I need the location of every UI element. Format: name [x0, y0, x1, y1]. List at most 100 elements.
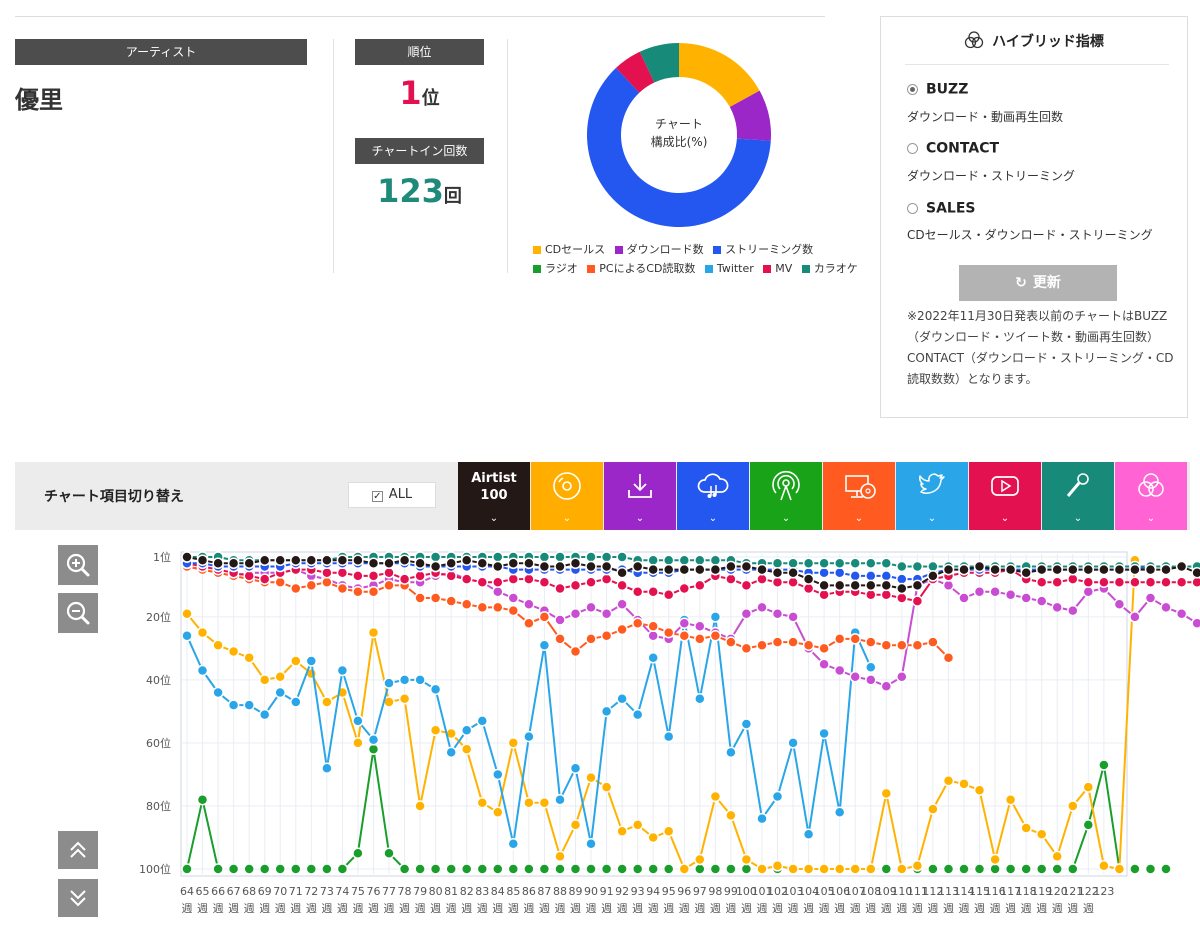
- series-0-point[interactable]: [367, 557, 380, 570]
- series-1-point[interactable]: [896, 592, 908, 604]
- series-0-point[interactable]: [740, 560, 753, 573]
- series-0-point[interactable]: [616, 567, 628, 579]
- series-8-point[interactable]: [212, 863, 224, 875]
- series-6-point[interactable]: [507, 838, 520, 850]
- series-8-point[interactable]: [1004, 863, 1017, 875]
- series-5-point[interactable]: [927, 560, 939, 573]
- series-2-point[interactable]: [383, 579, 395, 592]
- series-1-point[interactable]: [880, 589, 893, 601]
- series-1-point[interactable]: [740, 579, 753, 592]
- series-0-point[interactable]: [181, 551, 193, 563]
- series-2-point[interactable]: [802, 639, 815, 651]
- series-0-point[interactable]: [600, 560, 613, 573]
- series-2-point[interactable]: [492, 601, 504, 614]
- series-1-point[interactable]: [336, 567, 349, 579]
- series-0-point[interactable]: [1175, 560, 1188, 573]
- scroll-down-button[interactable]: [58, 879, 98, 917]
- series-1-point[interactable]: [460, 573, 473, 585]
- series-7-point[interactable]: [429, 724, 442, 737]
- series-1-point[interactable]: [802, 582, 815, 595]
- series-7-point[interactable]: [1020, 822, 1032, 834]
- series-5-point[interactable]: [709, 554, 722, 566]
- series-2-point[interactable]: [865, 636, 877, 648]
- series-7-point[interactable]: [942, 775, 955, 787]
- series-7-point[interactable]: [880, 787, 893, 800]
- series-1-point[interactable]: [662, 589, 675, 601]
- series-7-point[interactable]: [554, 850, 566, 863]
- series-6-point[interactable]: [694, 693, 706, 705]
- series-8-point[interactable]: [492, 863, 504, 875]
- series-2-point[interactable]: [694, 633, 706, 645]
- series-5-point[interactable]: [802, 557, 815, 570]
- series-6-point[interactable]: [554, 793, 566, 806]
- series-1-point[interactable]: [445, 570, 457, 582]
- series-3-point[interactable]: [1082, 585, 1095, 598]
- series-1-point[interactable]: [476, 576, 489, 588]
- series-2-point[interactable]: [927, 636, 939, 648]
- series-7-point[interactable]: [1082, 781, 1095, 793]
- series-0-point[interactable]: [258, 554, 271, 566]
- series-3-point[interactable]: [880, 680, 893, 692]
- series-1-point[interactable]: [243, 570, 255, 582]
- series-8-point[interactable]: [616, 863, 628, 875]
- series-2-point[interactable]: [554, 633, 566, 645]
- series-0-point[interactable]: [787, 567, 799, 579]
- series-0-point[interactable]: [492, 560, 504, 573]
- series-1-point[interactable]: [1067, 573, 1079, 585]
- series-1-point[interactable]: [1082, 576, 1095, 588]
- series-5-point[interactable]: [585, 551, 597, 563]
- update-button[interactable]: ↻ 更新: [959, 265, 1117, 301]
- series-0-point[interactable]: [678, 563, 691, 576]
- series-8-point[interactable]: [429, 863, 442, 875]
- series-7-point[interactable]: [833, 863, 846, 875]
- series-3-point[interactable]: [896, 671, 908, 683]
- series-0-point[interactable]: [631, 560, 644, 573]
- series-1-point[interactable]: [507, 573, 520, 585]
- series-7-point[interactable]: [274, 671, 286, 683]
- series-6-point[interactable]: [631, 708, 644, 721]
- series-3-point[interactable]: [973, 585, 986, 598]
- series-6-point[interactable]: [398, 674, 411, 686]
- series-7-point[interactable]: [896, 863, 908, 875]
- series-0-point[interactable]: [911, 579, 924, 592]
- series-3-point[interactable]: [585, 601, 597, 614]
- series-0-point[interactable]: [523, 557, 535, 570]
- series-1-point[interactable]: [647, 585, 659, 598]
- series-4-point[interactable]: [818, 567, 830, 579]
- series-1-point[interactable]: [771, 576, 784, 588]
- series-8-point[interactable]: [181, 863, 193, 875]
- series-7-point[interactable]: [631, 819, 644, 831]
- series-5-point[interactable]: [694, 554, 706, 566]
- series-0-point[interactable]: [709, 563, 722, 576]
- series-6-point[interactable]: [227, 699, 240, 711]
- tab-hybrid[interactable]: ⌄: [1115, 462, 1187, 530]
- series-7-point[interactable]: [927, 803, 939, 815]
- series-1-point[interactable]: [414, 570, 426, 582]
- series-3-point[interactable]: [569, 607, 582, 620]
- tab-airtist-100[interactable]: Airtist 100 ⌄: [458, 462, 530, 530]
- series-2-point[interactable]: [507, 604, 520, 617]
- series-1-point[interactable]: [725, 573, 737, 585]
- series-6-point[interactable]: [585, 838, 597, 850]
- series-3-point[interactable]: [694, 620, 706, 633]
- series-7-point[interactable]: [802, 863, 815, 875]
- series-7-point[interactable]: [492, 806, 504, 819]
- series-6-point[interactable]: [756, 812, 768, 825]
- series-2-point[interactable]: [849, 633, 861, 645]
- series-7-point[interactable]: [212, 639, 224, 651]
- series-2-point[interactable]: [896, 639, 908, 651]
- series-3-point[interactable]: [1175, 607, 1188, 620]
- series-3-point[interactable]: [849, 671, 861, 683]
- series-7-point[interactable]: [1113, 863, 1126, 875]
- series-3-point[interactable]: [647, 630, 659, 642]
- series-8-point[interactable]: [352, 847, 364, 859]
- series-0-point[interactable]: [507, 557, 520, 570]
- option-sales[interactable]: SALES: [907, 198, 976, 217]
- series-7-point[interactable]: [569, 819, 582, 831]
- series-7-point[interactable]: [507, 737, 520, 749]
- series-7-point[interactable]: [196, 626, 209, 639]
- series-1-point[interactable]: [911, 595, 924, 607]
- series-6-point[interactable]: [725, 746, 737, 759]
- series-0-point[interactable]: [647, 563, 659, 576]
- series-2-point[interactable]: [818, 642, 830, 655]
